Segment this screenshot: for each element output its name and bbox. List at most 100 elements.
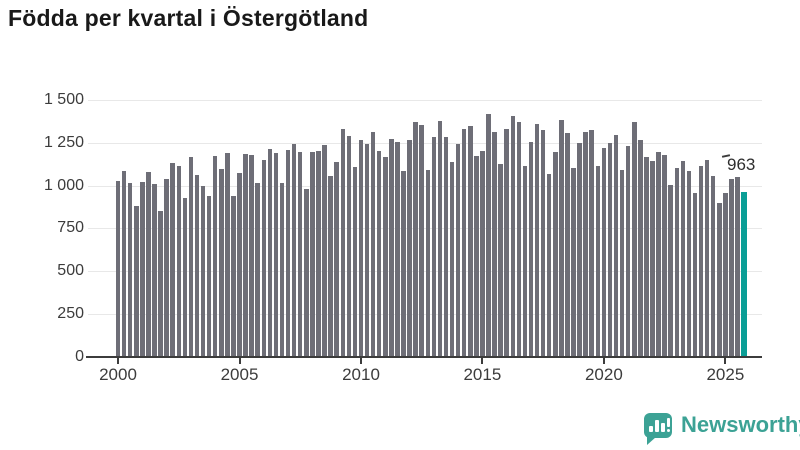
gridline [88, 228, 762, 230]
bar [589, 129, 594, 357]
bar [182, 197, 188, 357]
bar [249, 154, 254, 357]
bar-highlighted [741, 191, 747, 357]
y-tick-label: 250 [57, 304, 84, 322]
gridline [88, 100, 762, 101]
bar [352, 166, 358, 357]
y-tick-label: 1 250 [43, 133, 84, 151]
bar [474, 156, 479, 357]
bar [176, 165, 182, 357]
bar [127, 182, 133, 357]
bar [322, 144, 327, 357]
bar [528, 142, 534, 357]
x-tick-mark [724, 358, 727, 364]
bar [297, 152, 303, 357]
bar [231, 196, 236, 357]
bar [522, 165, 528, 357]
bar [461, 129, 467, 357]
last-value-annotation: 963 [727, 155, 756, 174]
bar [291, 143, 297, 357]
y-tick-label: 1 500 [43, 91, 84, 108]
bar [328, 176, 333, 357]
x-tick-mark [481, 358, 484, 364]
bar [619, 169, 625, 357]
bar [310, 152, 315, 357]
bar [279, 183, 285, 357]
bar [686, 171, 692, 357]
bar [704, 159, 710, 357]
bar [273, 153, 279, 357]
bar [735, 177, 740, 357]
bar [212, 156, 218, 357]
x-tick-mark [238, 358, 241, 364]
bar [358, 140, 364, 357]
bar [668, 184, 673, 357]
bar [237, 173, 242, 357]
bar [486, 113, 491, 357]
bar [492, 132, 497, 357]
bar [364, 143, 370, 357]
logo-bar-icon [661, 422, 665, 432]
logo-bar-icon [649, 425, 653, 432]
bar [510, 115, 516, 357]
bar [565, 133, 570, 357]
bar [243, 153, 248, 357]
bar [407, 140, 412, 357]
bar [419, 124, 424, 357]
chart-title: Födda per kvartal i Östergötland [8, 5, 369, 31]
bar [729, 178, 734, 357]
gridline [88, 185, 762, 187]
bar [595, 166, 601, 357]
newsworthy-logo: Newsworthy [644, 412, 800, 445]
bar [717, 202, 722, 357]
bar [146, 172, 151, 357]
bar [656, 152, 661, 357]
bar [304, 189, 309, 357]
bar [662, 154, 667, 357]
bar [468, 125, 473, 357]
bar [413, 122, 418, 357]
gridline [88, 313, 762, 315]
bar [553, 152, 558, 357]
bar [504, 129, 509, 357]
logo-bubble-tail [647, 436, 656, 445]
bar [334, 161, 339, 357]
bar [194, 174, 200, 357]
x-tick-label: 2020 [584, 365, 623, 384]
gridline [88, 271, 762, 272]
x-tick-label: 2015 [463, 365, 502, 384]
bar [170, 162, 175, 357]
bar [632, 122, 637, 357]
bar [267, 148, 273, 357]
bar [340, 129, 345, 357]
x-tick-label: 2010 [342, 365, 380, 384]
bar [316, 151, 321, 357]
bar [140, 182, 145, 357]
y-tick-label: 500 [57, 262, 84, 279]
x-tick-mark [117, 358, 119, 364]
bar [613, 135, 619, 357]
bar [152, 183, 157, 357]
x-axis-line [86, 356, 762, 358]
bar [115, 180, 121, 357]
bar [158, 211, 163, 357]
x-tick-label: 2025 [706, 365, 745, 384]
logo-exclamation-icon [667, 417, 670, 427]
bar [674, 167, 680, 357]
logo-bar-icon [655, 419, 659, 432]
bar [401, 171, 406, 357]
bar [644, 156, 649, 357]
bar [389, 139, 394, 357]
bar [559, 119, 564, 357]
bar [370, 132, 376, 357]
bar [395, 142, 400, 357]
bar [498, 163, 503, 357]
x-tick-label: 2005 [220, 365, 259, 384]
bar [540, 130, 546, 357]
bar [625, 146, 631, 357]
bar [698, 165, 704, 357]
bar [607, 142, 613, 357]
bar [583, 131, 588, 357]
newsworthy-logo-icon [644, 412, 672, 445]
bar [383, 156, 388, 357]
